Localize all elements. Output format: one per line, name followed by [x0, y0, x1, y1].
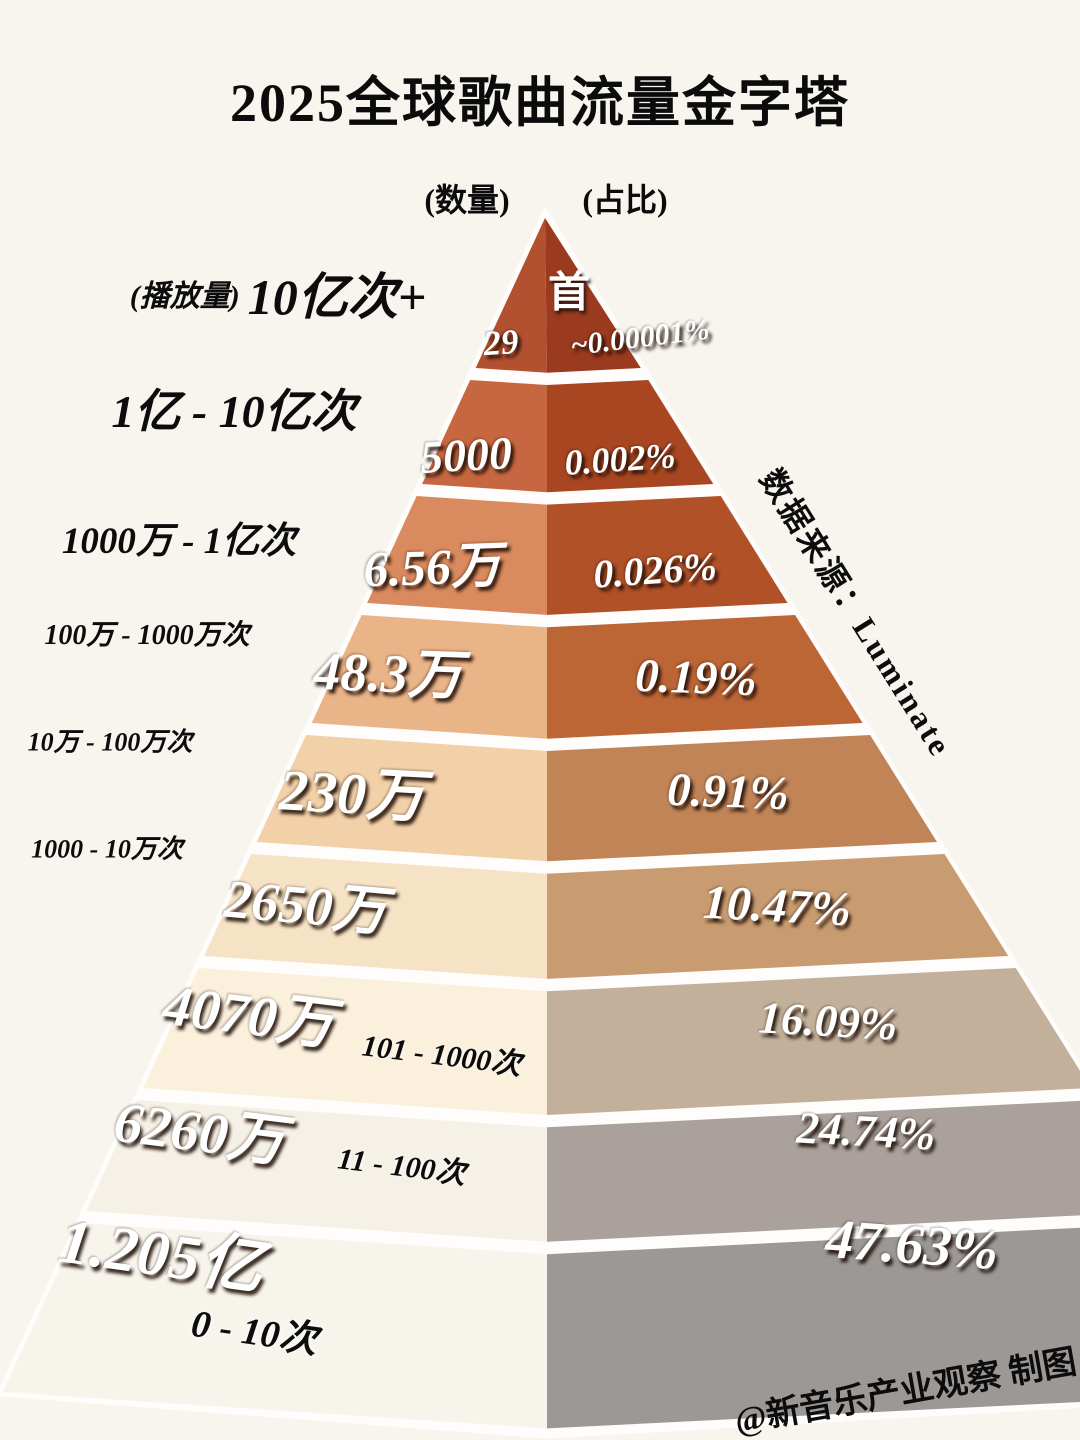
tier6-range-label: 1000 - 10万次 [31, 834, 183, 864]
tier1-left-face [475, 218, 547, 373]
tier4-right-face [547, 615, 863, 739]
tier5-count: 230万 [277, 757, 426, 830]
tier2-left-face [422, 380, 547, 493]
tier4-left-face [311, 615, 547, 739]
tier3-right-face [547, 496, 788, 615]
tier6-count: 2650万 [222, 868, 389, 943]
tier5-range-label: 10万 - 100万次 [27, 727, 193, 757]
tier6-share: 10.47% [701, 875, 853, 937]
tier5-share: 0.91% [666, 763, 790, 821]
tier3-range-label: 1000万 - 1亿次 [61, 521, 297, 562]
tier2-share: 0.002% [563, 435, 677, 483]
page-title: 2025全球歌曲流量金字塔 [230, 73, 850, 133]
tier3-share: 0.026% [591, 543, 719, 597]
tier4-range-label: 100万 - 1000万次 [44, 620, 250, 651]
tier8-left-face [86, 1100, 547, 1242]
tier8-right-face [547, 1100, 1080, 1242]
unit-label: 首 [547, 270, 591, 317]
tier7-right-face [547, 968, 1080, 1115]
tier3-left-face [367, 496, 547, 615]
tier1-count: 29 [482, 321, 520, 364]
tier4-count: 48.3万 [312, 640, 464, 707]
tier2-right-face [547, 380, 714, 493]
tier9-share: 47.63% [823, 1208, 1001, 1282]
tier6-left-face [204, 854, 547, 979]
tier8-share: 24.74% [795, 1102, 937, 1160]
column-header-share: (占比) [582, 182, 668, 218]
plays-axis-label: (播放量) [129, 280, 240, 313]
tier1-range-label: (播放量) 10亿次+ [130, 257, 426, 329]
tier5-left-face [256, 735, 547, 862]
tier2-count: 5000 [418, 427, 514, 483]
tier6-right-face [547, 854, 1009, 979]
tier5-right-face [547, 735, 937, 862]
tier7-share: 16.09% [757, 992, 899, 1050]
tier2-range-label: 1亿 - 10亿次 [111, 386, 357, 437]
tier7-left-face [143, 968, 547, 1115]
tier3-count: 6.56万 [362, 536, 502, 598]
tier9-left-face [2, 1223, 548, 1429]
tier1-range-value: 10亿次+ [247, 269, 427, 325]
tier4-share: 0.19% [634, 649, 758, 707]
column-header-quantity: (数量) [424, 182, 510, 218]
tier9-right-face [547, 1227, 1080, 1429]
tier1-right-face [545, 218, 641, 373]
